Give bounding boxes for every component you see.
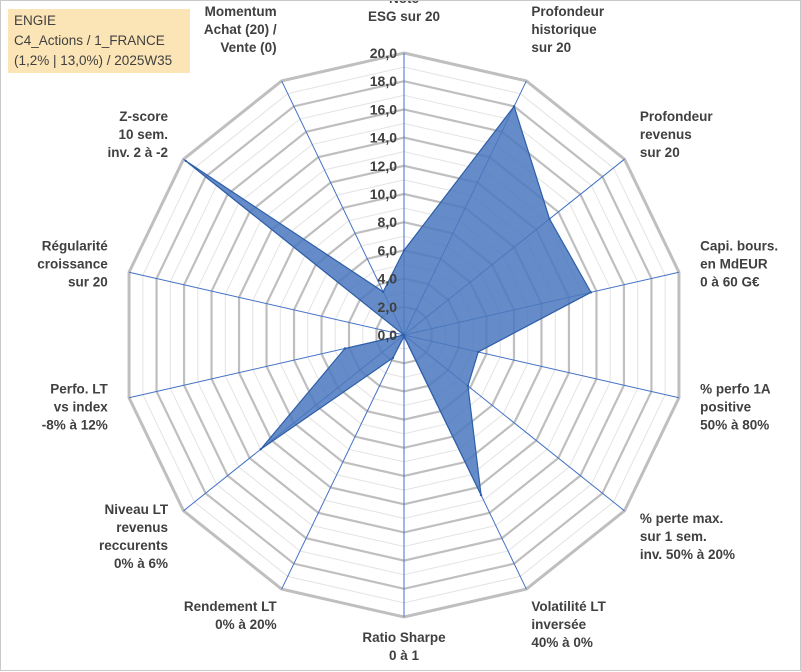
category-label: Rendement LT: [184, 599, 278, 614]
data-point: [589, 291, 593, 294]
category-label: sur 20: [640, 145, 680, 160]
category-label: en MdEUR: [700, 256, 768, 271]
category-label: historique: [531, 22, 597, 37]
category-label: 40% à 0%: [531, 635, 593, 650]
data-point: [259, 448, 262, 451]
category-label: revenus: [116, 520, 168, 535]
category-label: 0% à 20%: [215, 617, 277, 632]
category-label: 50% à 80%: [700, 418, 769, 433]
category-label: Note: [389, 1, 419, 6]
data-point: [512, 105, 516, 108]
category-path: C4_Actions / 1_FRANCE: [14, 33, 165, 48]
tick-label: 6,0: [378, 242, 398, 258]
company-name: ENGIE: [14, 13, 57, 28]
tick-label: 8,0: [378, 214, 398, 230]
category-label: Vente (0): [220, 40, 276, 55]
category-label: Ratio Sharpe: [362, 630, 446, 645]
category-label: 0 à 1: [389, 648, 420, 663]
category-label: reccurents: [99, 538, 168, 553]
score-summary: (1,2% | 13,0%) / 2025W35: [14, 53, 173, 68]
tick-label: 10,0: [370, 186, 397, 202]
category-label: croissance: [37, 256, 108, 271]
tick-label: 12,0: [370, 158, 397, 174]
category-label: Achat (20) /: [204, 22, 277, 37]
category-label: inversée: [531, 617, 586, 632]
category-label: positive: [700, 400, 752, 415]
data-point: [391, 356, 395, 360]
data-point: [402, 249, 406, 252]
tick-label: 2,0: [378, 299, 398, 315]
tick-label: 20,0: [370, 45, 397, 61]
tick-label: 16,0: [370, 101, 397, 117]
category-label: % perte max.: [640, 511, 723, 526]
category-label: Volatilité LT: [531, 599, 606, 614]
category-label: -8% à 12%: [42, 418, 108, 433]
category-label: 0% à 6%: [114, 556, 168, 571]
category-label: Momentum: [205, 4, 277, 19]
spoke: [128, 271, 405, 336]
category-label: sur 20: [531, 40, 571, 55]
data-point: [402, 333, 406, 337]
tick-label: 0,0: [378, 327, 398, 343]
data-point: [477, 350, 480, 354]
category-label: vs index: [54, 400, 109, 415]
chart-title-box: ENGIE C4_Actions / 1_FRANCE (1,2% | 13,0…: [8, 9, 190, 73]
spoke: [281, 334, 405, 590]
category-label: Perfo. LT: [50, 382, 108, 397]
category-label: sur 20: [68, 274, 108, 289]
data-point: [466, 384, 470, 388]
category-label: revenus: [640, 127, 692, 142]
data-point: [548, 217, 551, 221]
category-label: inv. 2 à -2: [108, 145, 169, 160]
category-label: Régularité: [42, 238, 109, 253]
category-label: 10 sem.: [119, 127, 169, 142]
category-label: inv. 50% à 20%: [640, 547, 735, 562]
category-label: sur 1 sem.: [640, 529, 707, 544]
category-label: Profondeur: [531, 4, 604, 19]
category-label: Capi. bours.: [700, 238, 778, 253]
data-point: [343, 347, 347, 350]
data-point: [381, 290, 385, 294]
category-label: Profondeur: [640, 109, 713, 124]
data-point: [184, 159, 187, 163]
tick-label: 14,0: [370, 130, 397, 146]
category-label: % perfo 1A: [700, 382, 771, 397]
category-label: Niveau LT: [105, 502, 169, 517]
category-label: ESG sur 20: [368, 9, 440, 24]
data-point: [479, 493, 483, 497]
category-label: 0 à 60 G€: [700, 274, 760, 289]
tick-label: 18,0: [370, 73, 397, 89]
category-label: Z-score: [119, 109, 168, 124]
tick-label: 4,0: [378, 271, 398, 287]
